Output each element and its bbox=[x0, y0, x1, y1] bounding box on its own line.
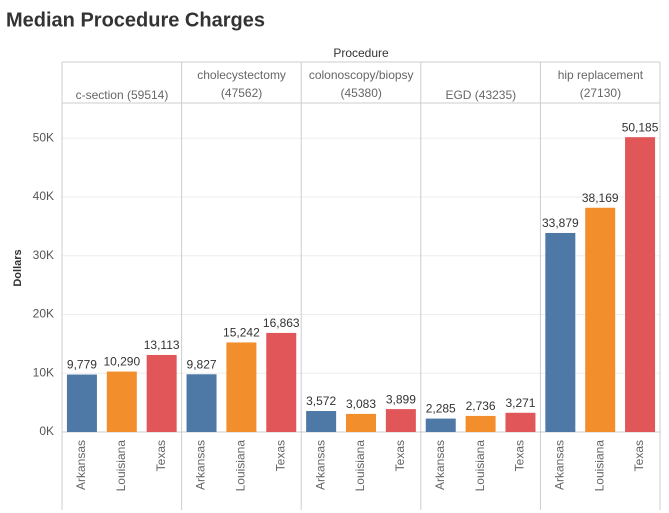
value-label: 3,083 bbox=[346, 397, 376, 411]
panel-header: colonoscopy/biopsy (45380) bbox=[308, 68, 414, 100]
panel-header: cholecystectomy (47562) bbox=[197, 68, 286, 100]
value-label: 33,879 bbox=[542, 216, 579, 230]
y-tick-label: 50K bbox=[33, 130, 54, 144]
panel-header: c-section (59514) bbox=[75, 88, 169, 102]
x-tick-label: Arkansas bbox=[74, 440, 88, 490]
value-label: 13,113 bbox=[144, 338, 180, 352]
y-tick-label: 30K bbox=[33, 248, 54, 262]
bar bbox=[585, 207, 616, 432]
y-tick-label: 10K bbox=[33, 365, 54, 379]
bar bbox=[465, 415, 496, 432]
y-tick-label: 20K bbox=[33, 307, 54, 321]
y-tick-label: 0K bbox=[39, 424, 54, 438]
bar bbox=[505, 412, 536, 432]
y-tick-label: 40K bbox=[33, 189, 54, 203]
value-label: 10,290 bbox=[103, 355, 140, 369]
x-tick-label: Texas bbox=[393, 440, 407, 471]
bar bbox=[146, 354, 177, 432]
x-tick-label: Louisiana bbox=[234, 440, 248, 492]
column-header: Procedure bbox=[333, 46, 389, 60]
value-label: 3,899 bbox=[386, 392, 416, 406]
x-tick-label: Louisiana bbox=[473, 440, 487, 492]
x-tick-label: Louisiana bbox=[353, 440, 367, 492]
bar bbox=[266, 332, 297, 432]
bar bbox=[106, 371, 137, 432]
value-label: 16,863 bbox=[263, 316, 300, 330]
x-tick-label: Louisiana bbox=[592, 440, 606, 492]
bar bbox=[306, 411, 337, 432]
value-label: 2,736 bbox=[466, 399, 496, 413]
bar bbox=[625, 137, 656, 432]
value-label: 9,827 bbox=[187, 357, 217, 371]
x-tick-label: Arkansas bbox=[194, 440, 208, 490]
x-tick-label: Arkansas bbox=[553, 440, 567, 490]
x-tick-label: Texas bbox=[273, 440, 287, 471]
value-label: 50,185 bbox=[622, 120, 659, 134]
value-label: 9,779 bbox=[67, 358, 97, 372]
bar bbox=[545, 232, 576, 432]
x-tick-label: Texas bbox=[154, 440, 168, 471]
bar bbox=[226, 342, 257, 432]
value-label: 2,285 bbox=[426, 402, 456, 416]
x-tick-label: Louisiana bbox=[114, 440, 128, 492]
x-tick-label: Arkansas bbox=[313, 440, 327, 490]
bar bbox=[425, 418, 456, 432]
x-tick-label: Arkansas bbox=[433, 440, 447, 490]
value-label: 38,169 bbox=[582, 191, 619, 205]
bar bbox=[186, 374, 217, 432]
panel-header: hip replacement (27130) bbox=[557, 68, 644, 100]
y-axis-label: Dollars bbox=[12, 249, 24, 286]
x-tick-label: Texas bbox=[632, 440, 646, 471]
value-label: 15,242 bbox=[223, 326, 260, 340]
bar bbox=[66, 374, 97, 432]
panel-header: EGD (43235) bbox=[445, 88, 517, 102]
value-label: 3,572 bbox=[306, 394, 336, 408]
chart-title: Median Procedure Charges bbox=[6, 9, 265, 31]
bar bbox=[385, 409, 416, 432]
value-label: 3,271 bbox=[505, 396, 535, 410]
bar bbox=[346, 413, 376, 432]
x-tick-label: Texas bbox=[513, 440, 527, 471]
